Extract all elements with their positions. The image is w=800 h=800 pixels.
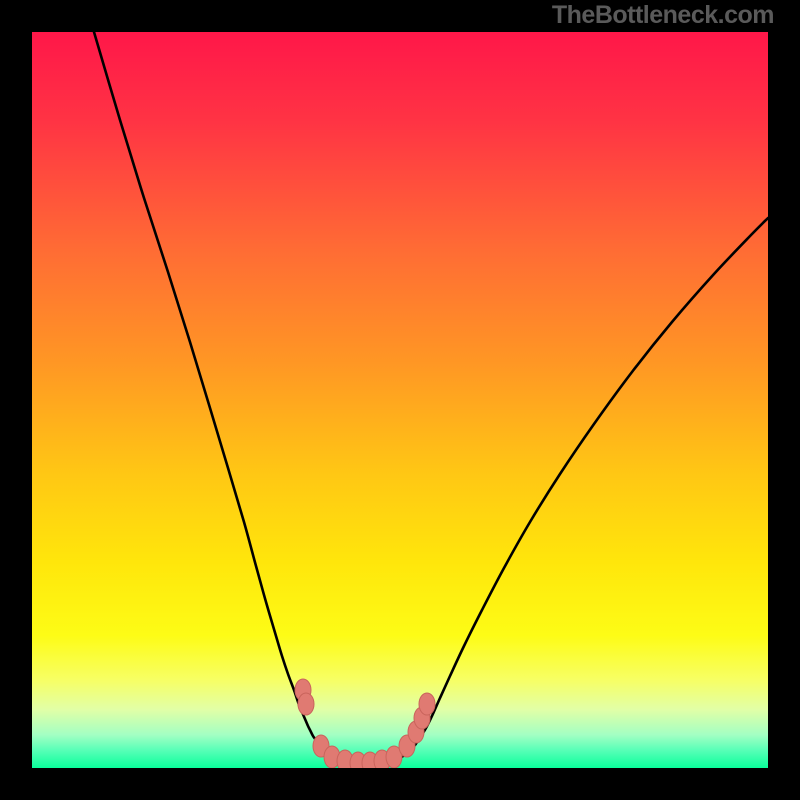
data-marker (419, 693, 435, 715)
watermark-text: TheBottleneck.com (552, 1, 774, 30)
chart-svg (32, 32, 768, 768)
chart-plot-area (32, 32, 768, 768)
gradient-background (32, 32, 768, 768)
data-marker (298, 693, 314, 715)
